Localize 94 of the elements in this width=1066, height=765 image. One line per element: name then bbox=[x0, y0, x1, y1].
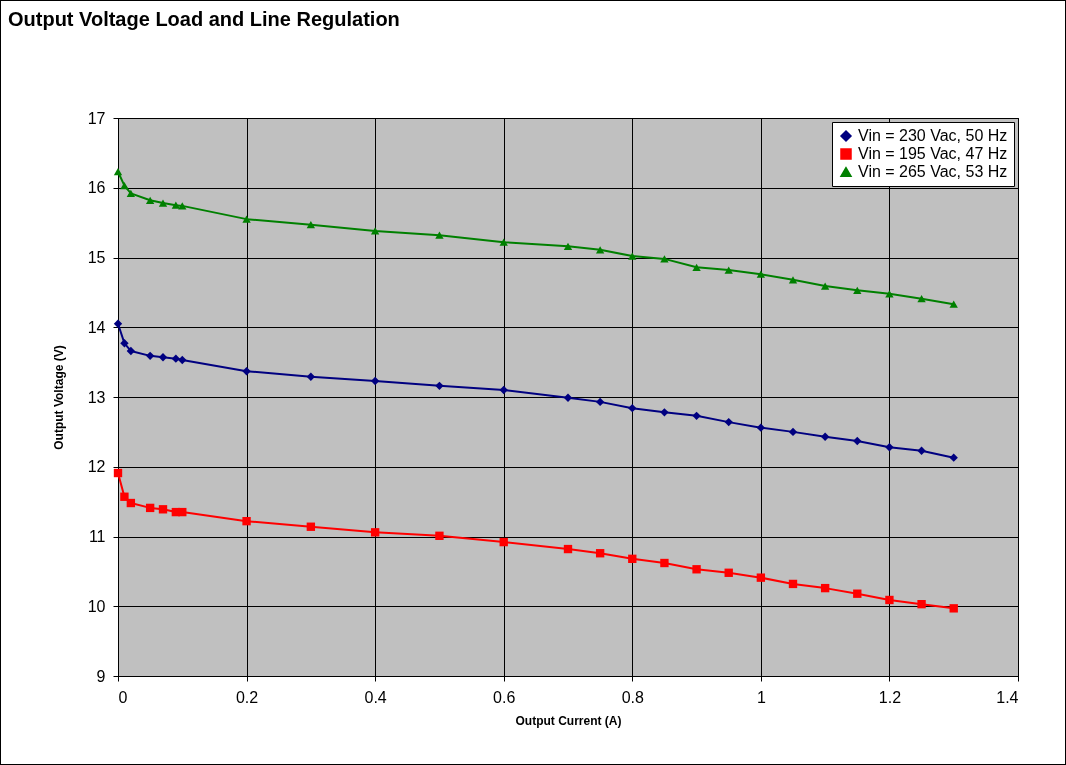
x-tick-label: 0.2 bbox=[235, 688, 259, 706]
point bbox=[660, 408, 669, 417]
point bbox=[435, 531, 444, 540]
point bbox=[853, 589, 862, 598]
legend-label: Vin = 195 Vac, 47 Hz bbox=[858, 145, 1008, 162]
x-tick-label: 1 bbox=[756, 688, 766, 706]
point bbox=[917, 446, 926, 455]
point bbox=[628, 403, 637, 413]
point bbox=[660, 558, 669, 568]
point bbox=[171, 201, 181, 209]
point bbox=[120, 492, 129, 501]
point bbox=[178, 202, 187, 210]
point bbox=[499, 537, 508, 547]
point bbox=[595, 549, 605, 558]
point bbox=[595, 246, 605, 254]
point bbox=[660, 255, 669, 263]
point bbox=[242, 215, 251, 223]
point bbox=[949, 453, 958, 462]
point bbox=[853, 286, 862, 294]
legend-label: Vin = 265 Vac, 53 Hz bbox=[858, 163, 1008, 180]
point bbox=[158, 505, 168, 514]
point bbox=[499, 385, 508, 395]
y-tick-label: 14 bbox=[87, 318, 106, 336]
point bbox=[178, 355, 187, 365]
point bbox=[692, 263, 701, 271]
point bbox=[885, 443, 894, 452]
point bbox=[820, 583, 830, 593]
x-tick-label: 0 bbox=[118, 688, 128, 706]
y-axis-title: Output Voltage (V) bbox=[51, 345, 66, 450]
point bbox=[370, 376, 380, 386]
point bbox=[724, 266, 733, 274]
point bbox=[145, 196, 155, 204]
point bbox=[885, 595, 894, 605]
point bbox=[724, 417, 733, 427]
y-tick-label: 12 bbox=[87, 458, 106, 476]
legend-label: Vin = 230 Vac, 50 Hz bbox=[858, 127, 1008, 144]
point bbox=[435, 231, 444, 239]
y-tick-label: 15 bbox=[87, 249, 106, 266]
point bbox=[788, 579, 798, 589]
y-tick-label: 16 bbox=[87, 179, 106, 197]
point bbox=[853, 436, 862, 446]
point bbox=[949, 300, 958, 308]
point bbox=[145, 503, 155, 513]
point bbox=[306, 372, 316, 381]
point bbox=[756, 573, 766, 582]
y-tick-label: 17 bbox=[87, 109, 106, 127]
chart-title: Output Voltage Load and Line Regulation bbox=[8, 8, 400, 30]
point bbox=[563, 393, 573, 402]
point bbox=[628, 252, 637, 260]
point bbox=[885, 290, 894, 298]
y-tick-label: 11 bbox=[88, 528, 106, 545]
y-tick-label: 10 bbox=[87, 597, 106, 615]
point bbox=[242, 516, 251, 526]
point bbox=[113, 168, 123, 176]
x-tick-label: 1.4 bbox=[996, 688, 1019, 706]
point bbox=[563, 544, 573, 554]
point bbox=[126, 346, 136, 356]
point bbox=[820, 432, 830, 441]
point bbox=[563, 242, 573, 250]
point bbox=[120, 339, 129, 348]
y-tick-label: 13 bbox=[87, 388, 106, 406]
y-tick-label: 9 bbox=[96, 667, 106, 685]
point bbox=[158, 353, 168, 362]
point bbox=[145, 351, 155, 361]
x-tick-label: 0.8 bbox=[621, 688, 644, 706]
point bbox=[949, 604, 958, 613]
point bbox=[435, 381, 444, 391]
x-tick-label: 0.4 bbox=[364, 688, 387, 706]
point bbox=[242, 367, 251, 376]
point bbox=[692, 411, 701, 421]
point bbox=[756, 270, 766, 278]
point bbox=[178, 507, 187, 517]
point bbox=[756, 423, 766, 432]
point bbox=[724, 568, 733, 577]
point bbox=[820, 282, 830, 290]
point bbox=[120, 182, 129, 190]
point bbox=[917, 599, 926, 609]
point bbox=[126, 498, 136, 508]
x-axis-title: Output Current (A) bbox=[515, 713, 622, 728]
point bbox=[370, 227, 380, 235]
point bbox=[126, 189, 136, 197]
point bbox=[171, 354, 181, 363]
point bbox=[595, 397, 605, 407]
point bbox=[499, 238, 508, 246]
x-tick-label: 0.6 bbox=[493, 688, 516, 706]
x-tick-label: 1.2 bbox=[878, 688, 902, 706]
point bbox=[370, 528, 380, 537]
point bbox=[306, 522, 316, 531]
point bbox=[306, 221, 316, 229]
point bbox=[628, 554, 637, 563]
point bbox=[158, 199, 168, 207]
point bbox=[917, 295, 926, 303]
point bbox=[692, 565, 701, 574]
point bbox=[788, 427, 798, 437]
